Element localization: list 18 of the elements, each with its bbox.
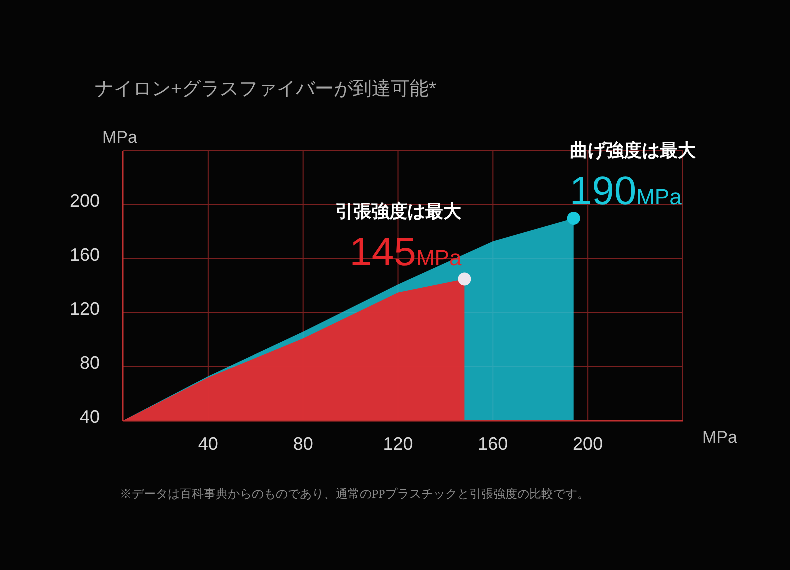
y-tick-label: 120 [70, 299, 100, 319]
x-axis-title: MPa [702, 428, 738, 447]
annotation: 引張強度は最大 [336, 201, 463, 222]
annotation: 190MPa [570, 170, 683, 214]
chart-title: ナイロン+グラスファイバーが到達可能* [95, 79, 438, 100]
text: ※データは百科事典からのものであり、通常のPPプラスチックと引張強度の比較です。 [120, 487, 590, 501]
x-tick-label: 80 [293, 434, 314, 454]
x-tick-label: 120 [383, 434, 414, 454]
x-tick-label: 200 [573, 434, 604, 454]
y-tick-label: 80 [80, 353, 100, 373]
y-tick-label: 160 [70, 245, 100, 265]
x-tick-label: 40 [198, 434, 218, 454]
annotation: 145MPa [350, 230, 462, 274]
y-axis-title: MPa [102, 128, 138, 147]
annotation: 曲げ強度は最大 [570, 140, 697, 160]
y-tick-label: 200 [70, 191, 100, 211]
x-tick-label: 160 [478, 434, 508, 454]
y-tick-label: 40 [80, 407, 100, 427]
